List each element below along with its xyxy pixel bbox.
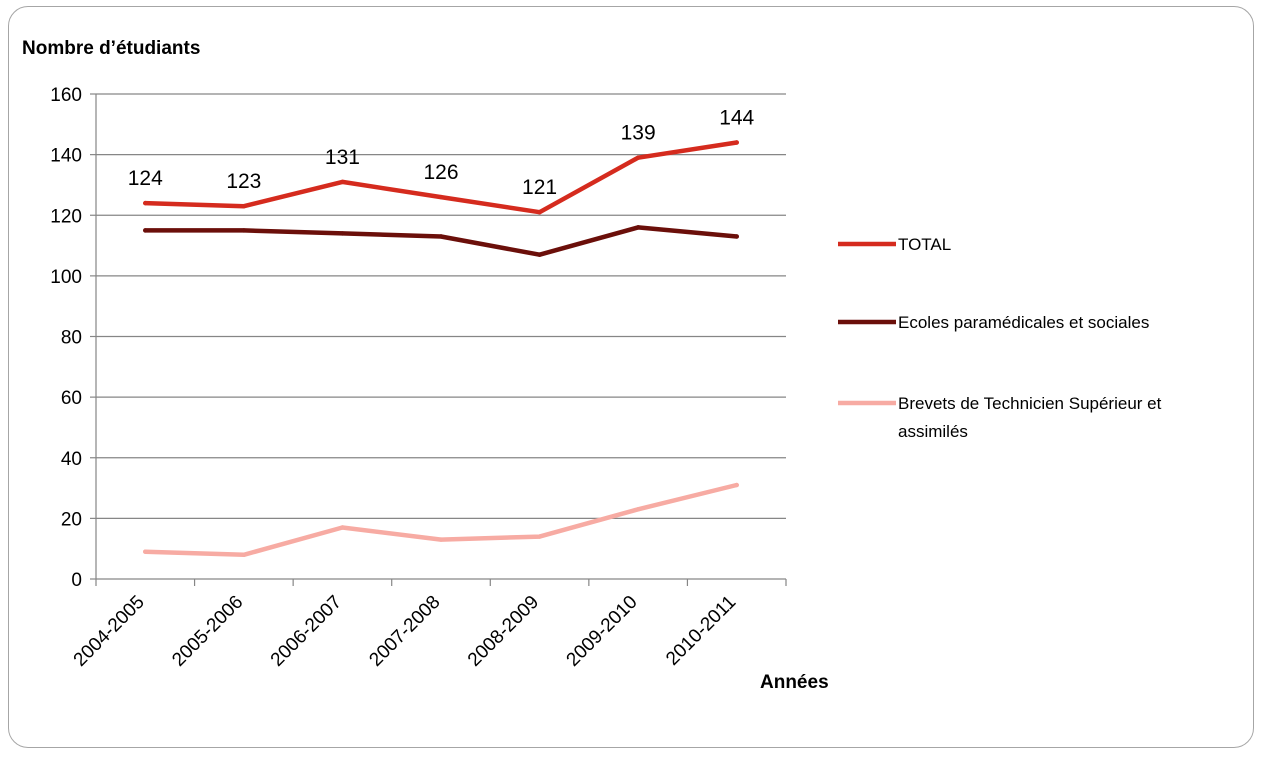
y-tick-label: 140 — [50, 146, 82, 167]
legend-label: assimilés — [898, 422, 968, 441]
data-point — [537, 210, 542, 215]
data-point — [241, 203, 247, 209]
data-label: 123 — [226, 170, 261, 193]
y-tick-label: 80 — [61, 328, 82, 349]
data-point — [734, 482, 739, 488]
data-labels: 124 123 131 126 121 139 144 — [128, 107, 755, 200]
y-tick-label: 120 — [50, 206, 82, 227]
y-tick-label: 60 — [61, 388, 82, 409]
data-point — [241, 228, 247, 233]
data-point — [143, 200, 148, 206]
data-point — [340, 179, 345, 185]
y-tick-label: 40 — [61, 449, 82, 470]
series-line — [143, 482, 739, 558]
y-tick-labels: 0 20 40 60 80 100 120 140 160 — [50, 85, 82, 591]
data-point — [734, 234, 739, 239]
x-tick-labels: 2004-2005 2005-2006 2006-2007 2007-2008 2008… — [70, 592, 741, 671]
y-tick-label: 160 — [50, 85, 82, 106]
y-tick-label: 0 — [71, 570, 82, 591]
legend-label: Brevets de Technicien Supérieur et — [898, 394, 1162, 413]
x-axis-title: Années — [760, 672, 829, 693]
legend-label: TOTAL — [898, 235, 951, 254]
data-label: 144 — [719, 107, 754, 130]
data-point — [438, 234, 444, 239]
y-axis-title: Nombre d’étudiants — [22, 38, 200, 59]
data-label: 124 — [128, 167, 163, 190]
data-label: 126 — [423, 161, 458, 184]
x-tick-label: 2009-2010 — [563, 592, 642, 671]
data-point — [537, 252, 542, 257]
data-point — [635, 507, 641, 512]
data-point — [635, 155, 641, 160]
series-line — [143, 225, 739, 257]
x-tick-label: 2005-2006 — [168, 592, 247, 671]
x-tick-label: 2010-2011 — [662, 592, 740, 670]
chart-frame — [8, 6, 1254, 748]
data-point — [635, 225, 641, 230]
data-point — [340, 525, 345, 530]
data-point — [438, 194, 444, 200]
y-tick-label: 100 — [50, 267, 82, 288]
data-point — [143, 549, 148, 554]
data-point — [537, 534, 542, 539]
data-label: 131 — [325, 146, 360, 169]
legend-label: Ecoles paramédicales et sociales — [898, 313, 1149, 332]
x-tick-label: 2006-2007 — [267, 592, 346, 671]
axes — [90, 93, 787, 586]
x-tick-label: 2008-2009 — [464, 592, 543, 671]
series-lines — [143, 140, 739, 558]
x-tick-label: 2004-2005 — [70, 592, 149, 671]
y-tick-label: 20 — [61, 509, 82, 530]
data-point — [340, 231, 345, 236]
data-point — [438, 537, 444, 542]
x-tick-label: 2007-2008 — [365, 592, 444, 671]
data-label: 139 — [621, 122, 656, 145]
gridlines — [96, 93, 786, 519]
data-label: 121 — [522, 176, 557, 199]
data-point — [241, 552, 247, 557]
legend: TOTAL Ecoles paramédicales et sociales Bre… — [838, 235, 1162, 441]
data-point — [734, 140, 739, 145]
data-point — [143, 228, 148, 233]
